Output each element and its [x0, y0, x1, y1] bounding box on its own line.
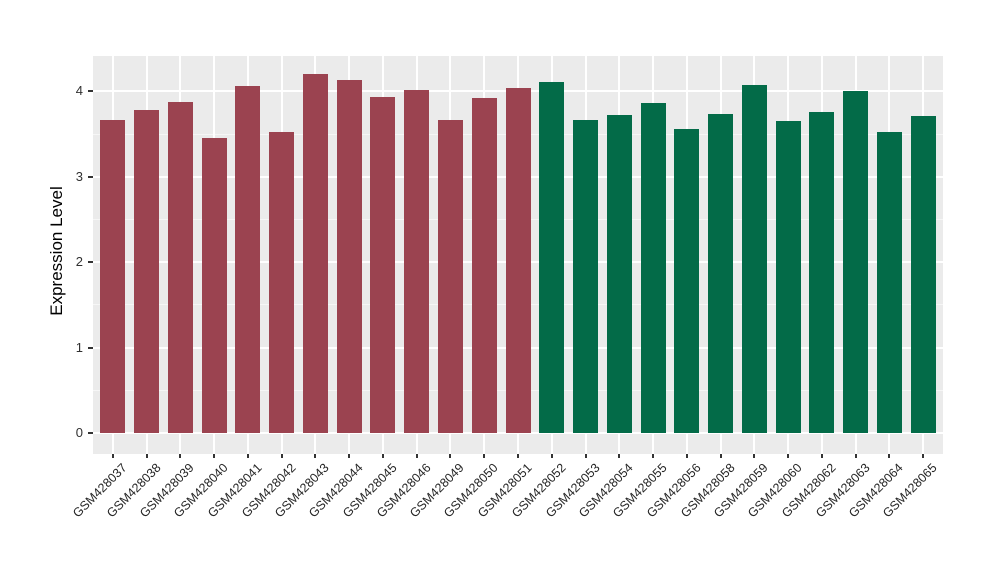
y-tick-label: 4: [75, 83, 83, 99]
y-axis-tick: [88, 90, 93, 93]
bar-GSM428056: [674, 128, 700, 433]
x-axis-tick: [381, 454, 384, 458]
bar-GSM428064: [876, 132, 902, 433]
x-axis-tick: [922, 454, 925, 458]
x-axis-tick: [854, 454, 857, 458]
y-tick-label: 0: [75, 425, 83, 440]
bar-GSM428039: [167, 101, 193, 433]
bar-GSM428049: [437, 120, 463, 433]
x-axis-tick: [145, 454, 148, 458]
x-axis-tick: [618, 454, 621, 458]
x-axis-tick: [348, 454, 351, 458]
bar-GSM428038: [134, 110, 160, 433]
x-axis-tick: [719, 454, 722, 458]
bar-GSM428059: [741, 84, 767, 433]
x-axis-tick: [111, 454, 114, 458]
x-axis-tick: [415, 454, 418, 458]
y-axis-tick: [88, 432, 93, 434]
x-axis-tick: [213, 454, 216, 458]
x-axis-tick: [753, 454, 756, 458]
x-axis-tick: [483, 454, 486, 458]
y-tick-label: 2: [75, 254, 83, 270]
x-axis-tick: [652, 454, 655, 458]
x-axis-tick: [888, 454, 891, 458]
bar-GSM428054: [606, 115, 632, 433]
bar-GSM428060: [775, 121, 801, 433]
x-axis-tick: [280, 454, 283, 458]
y-axis-tick: [88, 175, 93, 178]
bar-GSM428046: [404, 89, 430, 433]
bar-GSM428058: [708, 114, 734, 433]
x-axis-tick: [820, 454, 823, 458]
bar-GSM428053: [573, 119, 599, 433]
x-axis-tick: [179, 454, 182, 458]
x-axis-tick: [314, 454, 317, 458]
bar-GSM428055: [640, 102, 666, 433]
x-axis-tick: [246, 454, 249, 458]
y-axis-tick: [88, 261, 93, 264]
bar-GSM428037: [100, 119, 126, 433]
bar-GSM428045: [370, 97, 396, 433]
y-tick-label: 3: [75, 168, 83, 184]
plot-panel: [93, 56, 943, 454]
bar-GSM428041: [235, 86, 261, 433]
bar-GSM428052: [539, 82, 565, 433]
x-axis-tick: [517, 454, 519, 458]
bar-GSM428063: [843, 91, 869, 433]
x-axis-tick: [584, 454, 587, 458]
y-axis-tick: [88, 346, 93, 349]
x-axis-tick: [787, 454, 790, 458]
bar-GSM428062: [809, 111, 835, 433]
x-axis-tick: [685, 454, 688, 458]
bar-GSM428065: [910, 116, 936, 433]
y-tick-label: 1: [75, 339, 83, 355]
x-axis-tick: [449, 454, 452, 458]
bar-GSM428051: [505, 87, 531, 433]
bar-GSM428044: [336, 80, 362, 433]
bar-GSM428043: [302, 74, 328, 433]
bar-GSM428042: [269, 131, 295, 433]
x-axis-tick: [550, 454, 553, 458]
bar-GSM428040: [201, 137, 227, 433]
bar-GSM428050: [471, 98, 497, 433]
